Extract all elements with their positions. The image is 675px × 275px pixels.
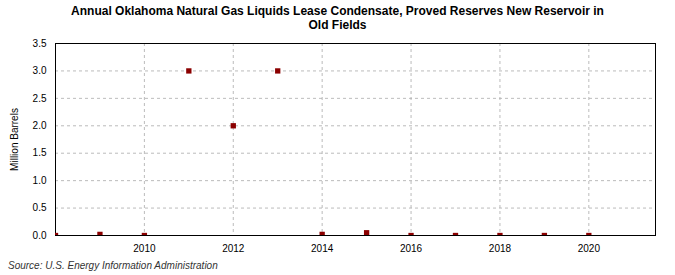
svg-text:2018: 2018 — [489, 242, 512, 253]
svg-text:0.0: 0.0 — [33, 229, 47, 240]
svg-text:Million Barrels: Million Barrels — [9, 108, 20, 171]
svg-text:2014: 2014 — [311, 242, 334, 253]
svg-text:2012: 2012 — [222, 242, 245, 253]
svg-text:0.5: 0.5 — [33, 202, 47, 213]
svg-text:1.0: 1.0 — [33, 175, 47, 186]
svg-text:2020: 2020 — [578, 242, 601, 253]
html-text:Source: U.S. Energy Informatio: Source: U.S. Energy Information Administ… — [8, 259, 218, 271]
svg-text:3.5: 3.5 — [33, 37, 47, 48]
svg-text:2010: 2010 — [133, 242, 156, 253]
svg-text:1.5: 1.5 — [33, 147, 47, 158]
svg-text:2.0: 2.0 — [33, 120, 47, 131]
svg-text:3.0: 3.0 — [33, 65, 47, 76]
svg-text:2.5: 2.5 — [33, 92, 47, 103]
svg-text:2016: 2016 — [400, 242, 423, 253]
html-text:Annual Oklahoma Natural Gas Li: Annual Oklahoma Natural Gas Liquids Leas… — [71, 4, 604, 33]
